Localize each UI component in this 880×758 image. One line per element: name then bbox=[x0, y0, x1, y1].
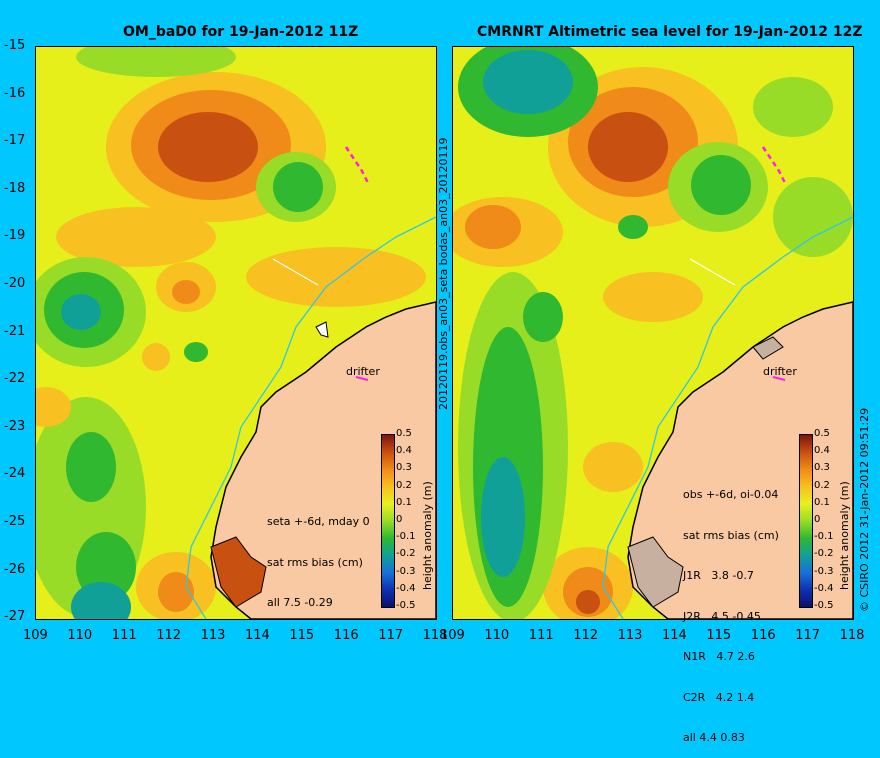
x-tick-label: 118 bbox=[422, 628, 448, 643]
left-colorbar-label: height anomaly (m) bbox=[421, 481, 434, 590]
middle-vertical-label: 20120119.obs_an03_seta bodas_an03_201201… bbox=[437, 137, 450, 410]
right-panel-title: CMRNRT Altimetric sea level for 19-Jan-2… bbox=[477, 24, 863, 40]
y-tick-label: -27 bbox=[4, 609, 26, 625]
left-anomaly-field bbox=[36, 47, 436, 619]
x-tick-label: 117 bbox=[795, 628, 821, 643]
right-drifter-label: drifter bbox=[763, 365, 797, 378]
y-tick-label: -20 bbox=[4, 276, 26, 291]
x-tick-label: 110 bbox=[67, 628, 93, 643]
colorbar-tick-label: 0 bbox=[814, 514, 821, 526]
right-colorbar bbox=[799, 434, 813, 608]
y-tick-label: -18 bbox=[4, 180, 26, 196]
x-tick-label: 118 bbox=[839, 628, 865, 643]
left-map[interactable] bbox=[35, 46, 437, 620]
x-tick-label: 116 bbox=[750, 628, 776, 643]
y-tick-label: -23 bbox=[4, 418, 26, 434]
x-tick-label: 114 bbox=[245, 628, 270, 643]
colorbar-tick-label: -0.1 bbox=[396, 531, 416, 543]
right-anomaly-field bbox=[453, 47, 853, 619]
left-colorbar bbox=[381, 434, 395, 608]
colorbar-tick-label: 0.2 bbox=[814, 479, 830, 491]
x-tick-label: 113 bbox=[200, 628, 226, 643]
x-tick-label: 115 bbox=[706, 628, 732, 643]
left-stats-text: seta +-6d, mday 0 sat rms bias (cm) all … bbox=[267, 515, 370, 609]
x-tick-label: 113 bbox=[617, 628, 643, 643]
y-tick-label: -16 bbox=[4, 85, 26, 101]
copyright-text: © CSIRO 2012 31-Jan-2012 09:51:29 bbox=[858, 407, 871, 612]
right-map[interactable] bbox=[452, 46, 854, 620]
colorbar-tick-label: 0.1 bbox=[396, 496, 412, 508]
left-colorbar-ticks: 0.5 0.4 0.3 0.2 0.1 0 -0.1 -0.2 -0.3 -0.4 -0.5 bbox=[396, 425, 416, 614]
left-drifter-label: drifter bbox=[346, 365, 380, 378]
colorbar-tick-label: 0.2 bbox=[396, 479, 412, 491]
colorbar-tick-label: 0.5 bbox=[396, 428, 412, 439]
x-tick-label: 117 bbox=[378, 628, 404, 643]
colorbar-tick-label: -0.2 bbox=[396, 548, 416, 560]
x-tick-label: 111 bbox=[111, 628, 137, 643]
colorbar-tick-label: -0.4 bbox=[814, 582, 834, 594]
y-tick-label: -21 bbox=[4, 323, 26, 339]
colorbar-tick-label: 0.3 bbox=[814, 462, 830, 474]
colorbar-tick-label: 0.4 bbox=[814, 445, 830, 457]
y-tick-label: -22 bbox=[4, 371, 26, 387]
colorbar-tick-label: -0.2 bbox=[814, 548, 834, 560]
y-tick-label: -25 bbox=[4, 514, 26, 529]
x-tick-label: 116 bbox=[333, 628, 359, 643]
y-tick-label: -15 bbox=[4, 38, 26, 53]
left-panel-title: OM_baD0 for 19-Jan-2012 11Z bbox=[123, 24, 359, 40]
x-tick-label: 109 bbox=[23, 628, 48, 643]
colorbar-tick-label: 0.4 bbox=[396, 445, 412, 457]
x-tick-label: 112 bbox=[573, 628, 599, 643]
colorbar-tick-label: -0.5 bbox=[396, 600, 416, 612]
colorbar-tick-label: -0.1 bbox=[814, 531, 834, 543]
right-colorbar-ticks: 0.5 0.4 0.3 0.2 0.1 0 -0.1 -0.2 -0.3 -0.4 -0.5 bbox=[814, 425, 834, 614]
colorbar-tick-label: 0.3 bbox=[396, 462, 412, 474]
x-tick-label: 110 bbox=[484, 628, 510, 643]
colorbar-tick-label: -0.4 bbox=[396, 582, 416, 594]
y-tick-label: -17 bbox=[4, 133, 26, 149]
colorbar-tick-label: -0.3 bbox=[396, 565, 416, 577]
y-tick-label: -24 bbox=[4, 466, 26, 482]
x-tick-label: 114 bbox=[662, 628, 687, 643]
x-tick-label: 115 bbox=[289, 628, 315, 643]
colorbar-tick-label: 0 bbox=[396, 514, 403, 526]
right-stats-text: obs +-6d, oi-0.04 sat rms bias (cm) J1R … bbox=[683, 488, 779, 744]
colorbar-tick-label: 0.1 bbox=[814, 496, 830, 508]
colorbar-tick-label: -0.3 bbox=[814, 565, 834, 577]
x-tick-label: 111 bbox=[528, 628, 554, 643]
x-tick-label: 109 bbox=[440, 628, 465, 643]
colorbar-tick-label: -0.5 bbox=[814, 600, 834, 612]
x-tick-label: 112 bbox=[156, 628, 182, 643]
right-colorbar-label: height anomaly (m) bbox=[838, 481, 851, 590]
colorbar-tick-label: 0.5 bbox=[814, 428, 830, 439]
y-tick-label: -26 bbox=[4, 561, 26, 577]
y-tick-label: -19 bbox=[4, 228, 26, 244]
